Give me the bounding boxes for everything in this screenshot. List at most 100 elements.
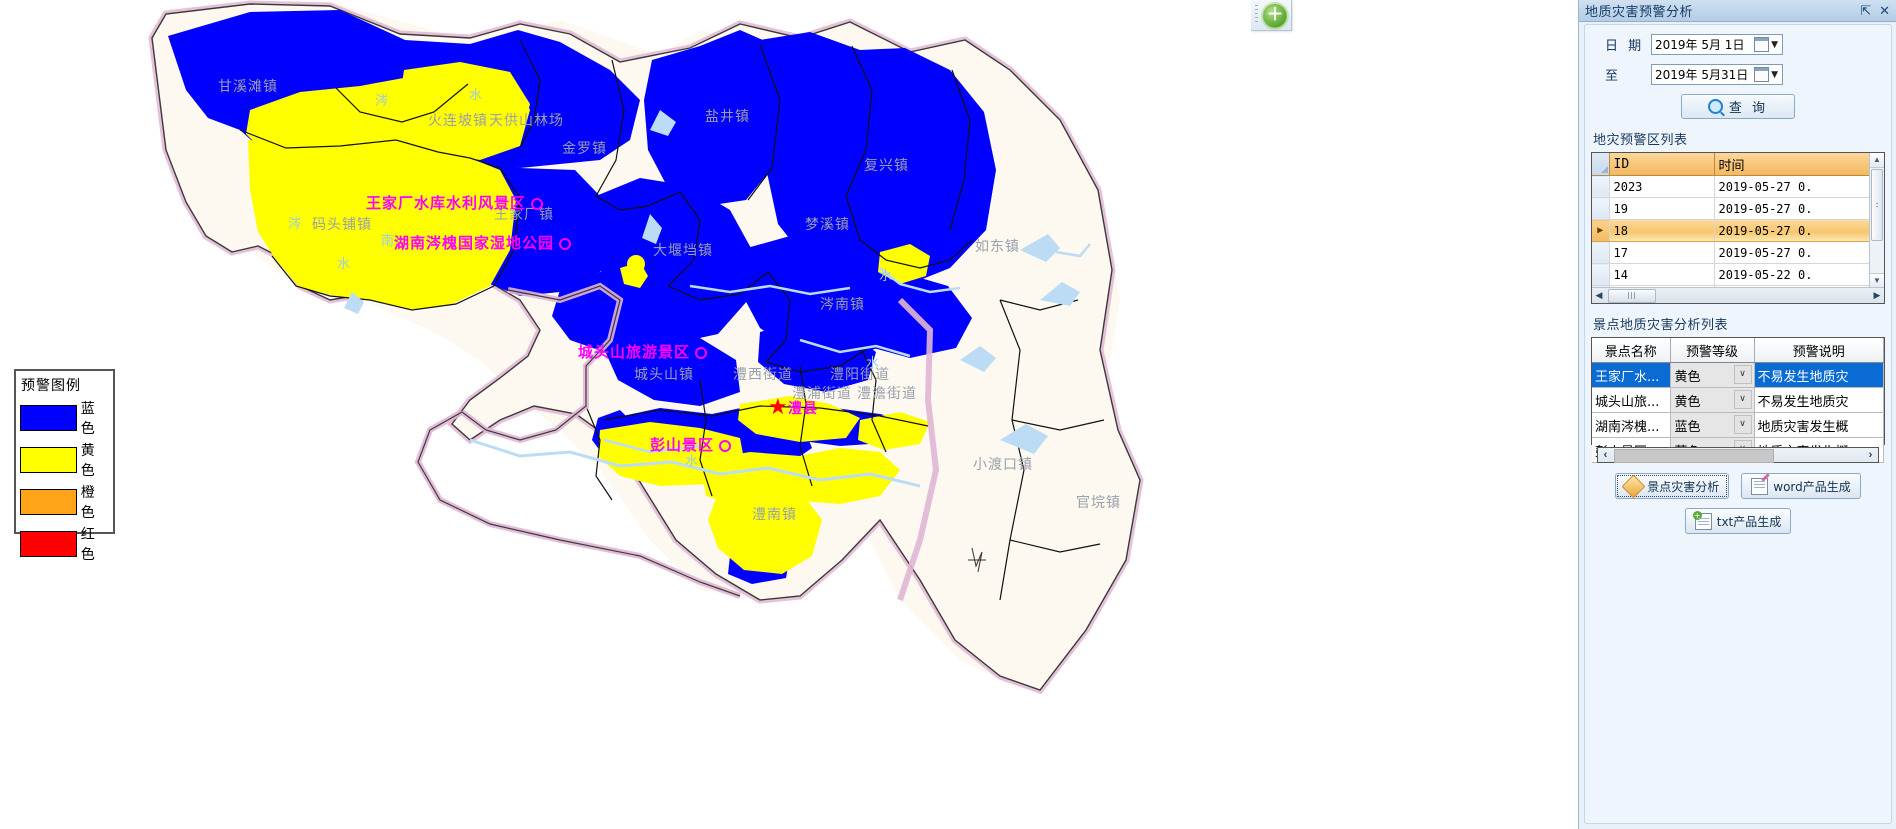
date-from-input[interactable]: 2019年 5月 1日 ▼ bbox=[1651, 34, 1783, 55]
date-to-input[interactable]: 2019年 5月31日 ▼ bbox=[1651, 64, 1783, 85]
txt-export-label: txt产品生成 bbox=[1716, 514, 1782, 529]
table-row-selected[interactable]: 王家厂水... 黄色 ∨ 不易发生地质灾 bbox=[1592, 362, 1884, 388]
chevron-down-icon[interactable]: ▼ bbox=[1771, 69, 1778, 80]
calendar-icon[interactable] bbox=[1754, 37, 1770, 52]
county-seat-star-icon: ★ bbox=[768, 394, 788, 419]
chevron-down-icon[interactable]: ∨ bbox=[1733, 415, 1752, 434]
geo-hazard-warning-panel: 地质灾害预警分析 ⇱ ✕ 日 期 2019年 5月 1日 ▼ 至 2019年 5… bbox=[1578, 0, 1896, 829]
grid1-col-id[interactable]: ID bbox=[1609, 153, 1715, 176]
legend-label-red: 红色 bbox=[80, 527, 96, 563]
row-marker bbox=[1592, 197, 1610, 220]
panel-title: 地质灾害预警分析 bbox=[1585, 5, 1694, 20]
date-to-label: 至 bbox=[1605, 69, 1622, 84]
scroll-right-icon[interactable]: › bbox=[1868, 449, 1873, 461]
date-to-row: 至 2019年 5月31日 ▼ bbox=[1605, 64, 1891, 85]
scroll-thumb[interactable] bbox=[1614, 449, 1774, 463]
grid2-col-name[interactable]: 景点名称 bbox=[1592, 338, 1671, 363]
legend-item-yellow: 黄色 bbox=[20, 440, 109, 480]
legend-item-red: 红色 bbox=[20, 524, 109, 564]
calendar-icon[interactable] bbox=[1754, 67, 1770, 82]
level-dropdown[interactable]: 黄色 ∨ bbox=[1670, 387, 1755, 413]
legend-swatch-orange bbox=[20, 489, 77, 515]
legend-item-orange: 橙色 bbox=[20, 482, 109, 522]
scroll-right-icon[interactable]: ▶ bbox=[1873, 290, 1881, 300]
cell-id: 19 bbox=[1609, 197, 1715, 220]
scroll-thumb[interactable] bbox=[1871, 169, 1883, 241]
cell-desc: 不易发生地质灾 bbox=[1754, 387, 1884, 413]
scroll-down-icon[interactable]: ▼ bbox=[1870, 273, 1884, 288]
query-button-label: 查 询 bbox=[1728, 101, 1769, 116]
grid1-select-all-header[interactable] bbox=[1592, 153, 1610, 176]
table-row-selected[interactable]: ▶ 18 2019-05-27 0. bbox=[1592, 219, 1884, 242]
word-export-label: word产品生成 bbox=[1773, 479, 1851, 494]
table-row[interactable]: 14 2019-05-22 0. bbox=[1592, 263, 1884, 286]
scroll-left-icon[interactable]: ‹ bbox=[1603, 449, 1608, 461]
table-row[interactable]: 17 2019-05-27 0. bbox=[1592, 241, 1884, 264]
grid1-col-time[interactable]: 时间 bbox=[1714, 153, 1884, 176]
level-dropdown[interactable]: 蓝色 ∨ bbox=[1670, 412, 1755, 438]
scenic-hazard-analysis-label: 景点灾害分析 bbox=[1647, 479, 1720, 494]
warning-zone-grid[interactable]: ID 时间 2023 2019-05-27 0. bbox=[1591, 152, 1885, 304]
date-from-value: 2019年 5月 1日 bbox=[1655, 38, 1745, 52]
cell-time: 2019-05-22 0. bbox=[1714, 263, 1884, 286]
legend-label-blue: 蓝色 bbox=[80, 401, 96, 437]
grid1-horizontal-scrollbar[interactable]: ◀ ▶ bbox=[1592, 287, 1884, 303]
scenic-hazard-grid[interactable]: 景点名称 预警等级 预警说明 王家厂水... 黄色 ∨ 不易发生地质 bbox=[1591, 337, 1885, 463]
table-row[interactable]: 城头山旅... 黄色 ∨ 不易发生地质灾 bbox=[1592, 387, 1884, 413]
legend-label-yellow: 黄色 bbox=[80, 443, 96, 479]
scenic-hazard-analysis-button[interactable]: 景点灾害分析 bbox=[1615, 473, 1730, 499]
chevron-down-icon[interactable]: ∨ bbox=[1733, 365, 1752, 384]
chevron-down-icon[interactable]: ▼ bbox=[1771, 39, 1778, 50]
legend-item-blue: 蓝色 bbox=[20, 398, 109, 438]
date-to-value: 2019年 5月31日 bbox=[1655, 68, 1749, 82]
action-button-row: 景点灾害分析 word产品生成 bbox=[1585, 472, 1891, 499]
analysis-icon bbox=[1621, 473, 1646, 499]
floating-toolbar[interactable]: ＋ bbox=[1251, 0, 1292, 31]
grid2-col-desc[interactable]: 预警说明 bbox=[1754, 338, 1884, 363]
cell-id: 2023 bbox=[1609, 175, 1715, 198]
grid2-title: 景点地质灾害分析列表 bbox=[1593, 318, 1729, 333]
cell-time: 2019-05-27 0. bbox=[1714, 241, 1884, 264]
search-icon bbox=[1707, 99, 1723, 114]
scroll-up-icon[interactable]: ▲ bbox=[1870, 153, 1884, 168]
chevron-down-icon[interactable]: ∨ bbox=[1733, 390, 1752, 409]
date-from-row: 日 期 2019年 5月 1日 ▼ bbox=[1605, 34, 1891, 55]
scroll-left-icon[interactable]: ◀ bbox=[1595, 290, 1603, 300]
query-button[interactable]: 查 询 bbox=[1681, 94, 1795, 119]
level-value: 蓝色 bbox=[1674, 420, 1701, 435]
close-icon[interactable]: ✕ bbox=[1879, 3, 1890, 18]
table-row[interactable]: 19 2019-05-27 0. bbox=[1592, 197, 1884, 220]
txt-document-icon: + bbox=[1692, 510, 1712, 530]
table-row[interactable]: 湖南涔槐... 蓝色 ∨ 地质灾害发生概 bbox=[1592, 412, 1884, 438]
cell-desc: 不易发生地质灾 bbox=[1754, 362, 1884, 388]
map-canvas[interactable]: 甘溪滩镇 火连坡镇 天供山林场 金罗镇 盐井镇 复兴镇 梦溪镇 码头铺镇 王家厂… bbox=[0, 0, 1578, 829]
level-value: 黄色 bbox=[1674, 370, 1701, 385]
cell-id: 18 bbox=[1609, 219, 1715, 242]
grid1-vertical-scrollbar[interactable]: ▲ ▼ bbox=[1869, 153, 1884, 288]
grid2-horizontal-scrollbar[interactable]: ‹ › bbox=[1597, 447, 1879, 463]
pen-icon bbox=[1761, 472, 1770, 482]
drag-handle[interactable] bbox=[1255, 5, 1258, 25]
map-geometry bbox=[148, 0, 1144, 695]
cell-scenic-name: 城头山旅... bbox=[1592, 387, 1671, 413]
row-marker bbox=[1592, 263, 1610, 286]
cell-time: 2019-05-27 0. bbox=[1714, 197, 1884, 220]
scroll-thumb[interactable] bbox=[1608, 289, 1656, 303]
cell-id: 14 bbox=[1609, 263, 1715, 286]
panel-body: 日 期 2019年 5月 1日 ▼ 至 2019年 5月31日 ▼ 查 询 bbox=[1584, 24, 1892, 824]
word-document-icon bbox=[1751, 472, 1770, 495]
warning-legend: 预警图例 蓝色 黄色 橙色 红色 bbox=[14, 369, 115, 563]
add-icon[interactable]: ＋ bbox=[1263, 4, 1287, 28]
word-export-button[interactable]: word产品生成 bbox=[1741, 472, 1861, 499]
grid2-col-level[interactable]: 预警等级 bbox=[1670, 338, 1755, 363]
txt-export-button[interactable]: + txt产品生成 bbox=[1684, 508, 1792, 534]
cell-scenic-name: 湖南涔槐... bbox=[1592, 412, 1671, 438]
level-dropdown[interactable]: 黄色 ∨ bbox=[1670, 362, 1755, 388]
legend-swatch-blue bbox=[20, 405, 77, 431]
table-row[interactable]: 2023 2019-05-27 0. bbox=[1592, 175, 1884, 198]
legend-swatch-yellow bbox=[20, 447, 77, 473]
row-marker: ▶ bbox=[1592, 219, 1610, 242]
level-value: 黄色 bbox=[1674, 395, 1701, 410]
pin-icon[interactable]: ⇱ bbox=[1860, 3, 1872, 18]
